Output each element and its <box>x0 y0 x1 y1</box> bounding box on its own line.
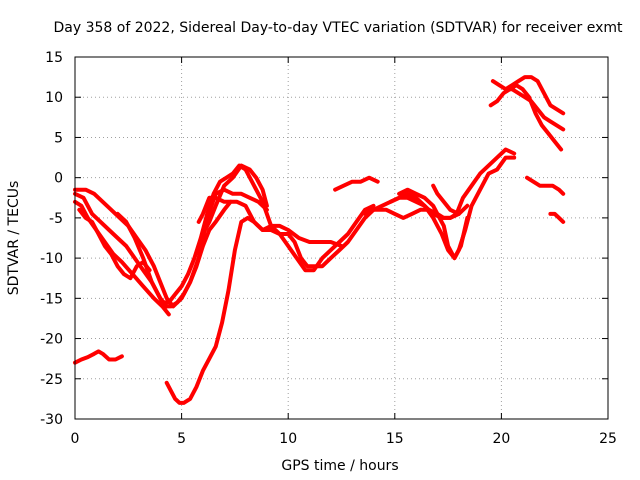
series-line-arc-11 <box>333 175 380 192</box>
y-tick-label: 10 <box>45 90 63 106</box>
chart-title: Day 358 of 2022, Sidereal Day-to-day VTE… <box>54 20 624 36</box>
x-tick-label: 15 <box>386 431 404 447</box>
series-line-arc-15 <box>397 155 517 261</box>
y-tick-label: -30 <box>40 412 63 428</box>
series-line-arc-2 <box>73 191 169 309</box>
series-line-arc-21 <box>548 211 566 224</box>
x-tick-label: 25 <box>599 431 617 447</box>
y-tick-label: -10 <box>40 251 63 267</box>
series-line-arc-8 <box>164 215 344 405</box>
series-line-arc-3 <box>73 199 171 317</box>
x-tick-label: 5 <box>177 431 186 447</box>
series-line-arc-20 <box>525 175 566 196</box>
series-line-arc-5 <box>73 187 269 309</box>
series-line-arc-10 <box>196 195 233 224</box>
x-tick-label: 10 <box>279 431 297 447</box>
x-axis-label: GPS time / hours <box>281 458 398 474</box>
y-axis-label: SDTVAR / TECUs <box>6 181 22 296</box>
y-tick-label: -5 <box>49 211 63 227</box>
series-line-arc-1 <box>73 349 124 365</box>
series-group <box>73 75 566 405</box>
x-tick-label: 0 <box>71 431 80 447</box>
ticks <box>74 56 609 420</box>
y-tick-label: -20 <box>40 332 63 348</box>
series-line-arc-17 <box>488 83 564 152</box>
series-line-arc-16 <box>431 183 461 216</box>
plot-frame <box>74 56 609 420</box>
y-tick-label: 15 <box>45 50 63 66</box>
grid <box>75 57 608 419</box>
tick-labels: 0 5 10 15 20 25 -30 -25 -20 -15 -10 -5 0 5 10 15 <box>40 50 617 447</box>
y-tick-label: -15 <box>40 291 63 307</box>
y-tick-label: 0 <box>54 171 63 187</box>
y-tick-label: -25 <box>40 372 63 388</box>
series-line-arc-13 <box>367 147 517 220</box>
y-tick-label: 5 <box>54 130 63 146</box>
series-line-arc-4 <box>77 207 152 281</box>
series-line-arc-12 <box>363 191 470 220</box>
series-line-arc-6 <box>115 163 376 305</box>
x-tick-label: 20 <box>492 431 510 447</box>
series-line-arc-9 <box>200 163 269 236</box>
series-line-arc-14 <box>388 195 470 261</box>
series-line-arc-19 <box>503 75 566 116</box>
